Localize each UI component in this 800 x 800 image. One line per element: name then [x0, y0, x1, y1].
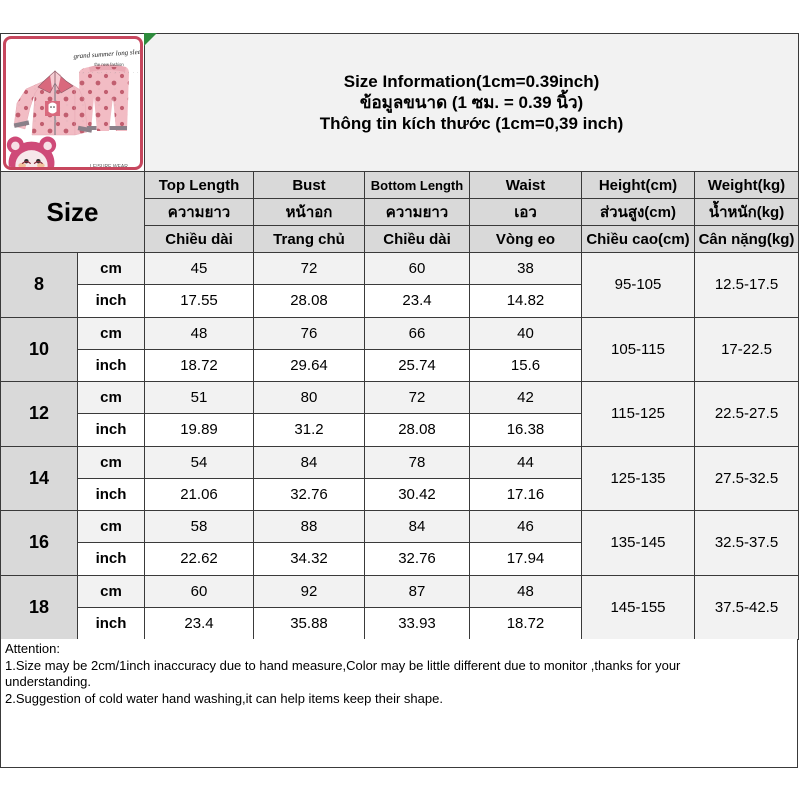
svg-text:the new fashion: the new fashion [94, 62, 124, 67]
svg-text:grand summer long sleep: grand summer long sleep [73, 48, 143, 61]
svg-text:LEISURE WEAR: LEISURE WEAR [90, 164, 128, 170]
svg-text:. . . . . . . . . . . . . .: . . . . . . . . . . . . . . [79, 69, 140, 74]
